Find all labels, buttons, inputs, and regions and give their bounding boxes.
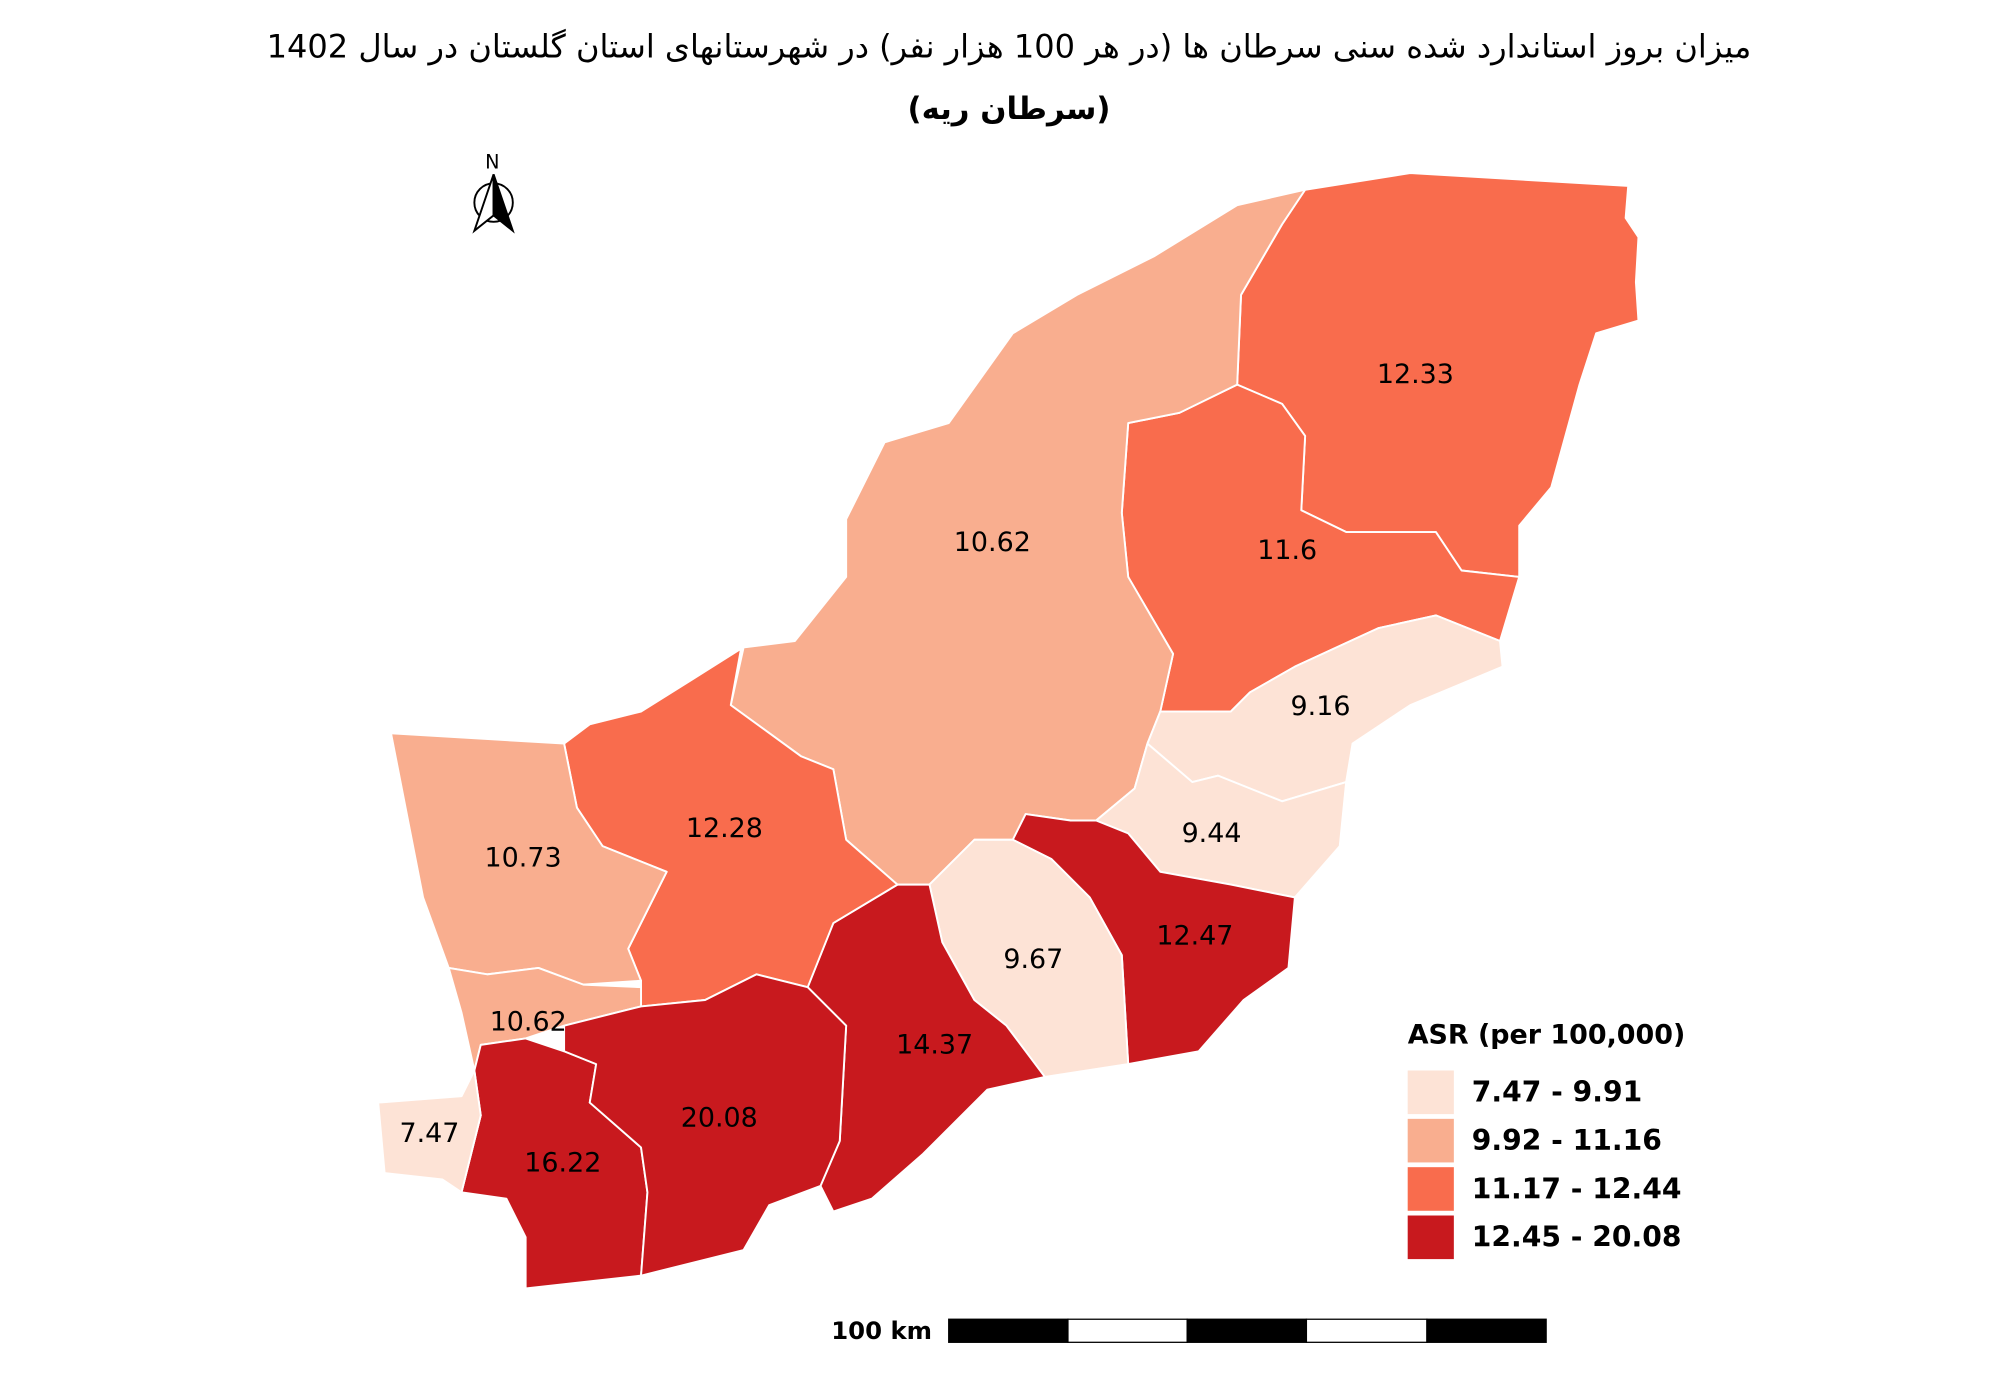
legend: ASR (per 100,000) 7.47 - 9.91 9.92 - 11.1… [1407, 1019, 1686, 1260]
north-label: N [485, 150, 499, 173]
region-label: 12.28 [686, 813, 763, 844]
region-label: 12.47 [1156, 921, 1233, 952]
region-label: 20.08 [681, 1103, 758, 1134]
region-label: 12.33 [1377, 359, 1454, 390]
legend-title: ASR (per 100,000) [1408, 1019, 1686, 1050]
scale-segment [1426, 1318, 1547, 1343]
legend-label: 7.47 - 9.91 [1472, 1076, 1642, 1109]
region-label: 16.22 [524, 1148, 601, 1179]
legend-swatch [1407, 1118, 1454, 1163]
region-label: 9.67 [1003, 944, 1063, 975]
legend-label: 9.92 - 11.16 [1472, 1124, 1662, 1157]
region [377, 1069, 482, 1194]
region-label: 11.6 [1257, 535, 1317, 566]
scale-segment [1305, 1318, 1428, 1343]
region-label: 10.62 [490, 1007, 567, 1038]
scale-label: 100 km [831, 1316, 932, 1345]
region-label: 9.16 [1291, 691, 1351, 722]
regions: 12.33 11.6 10.62 9.16 9.44 12.47 9.67 14.37 12.2… [377, 172, 1640, 1290]
region [563, 973, 848, 1277]
legend-label: 12.45 - 20.08 [1472, 1221, 1682, 1254]
legend-label: 11.17 - 12.44 [1472, 1172, 1682, 1205]
map-subtitle: (سرطان ریه) [908, 91, 1111, 127]
region-label: 10.73 [485, 842, 562, 873]
legend-swatch [1407, 1070, 1454, 1115]
map-title: میزان بروز استاندارد شده سنی سرطان ها (د… [267, 28, 1752, 66]
scale-bar: 100 km [831, 1316, 1547, 1345]
legend-swatch [1407, 1215, 1454, 1260]
scale-segment [948, 1318, 1069, 1343]
north-arrow: N [472, 150, 515, 234]
region-label: 7.47 [400, 1118, 460, 1149]
scale-segment [1186, 1318, 1308, 1343]
legend-swatch [1407, 1167, 1454, 1211]
region-label: 14.37 [896, 1030, 973, 1061]
scale-segment [1067, 1318, 1188, 1343]
region-label: 9.44 [1182, 818, 1242, 849]
north-arrow-right [492, 174, 515, 234]
region-label: 10.62 [954, 527, 1031, 558]
